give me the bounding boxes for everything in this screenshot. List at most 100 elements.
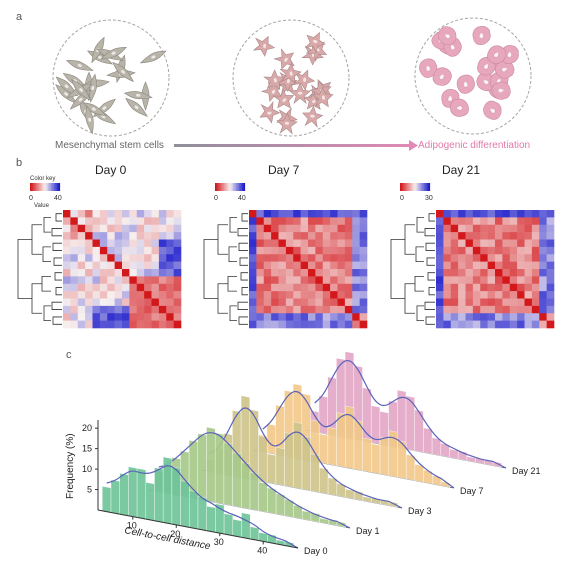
- heatmap-cell: [487, 320, 496, 329]
- heatmap-cell: [63, 239, 71, 248]
- heatmap-cell: [278, 298, 287, 307]
- heatmap-day21: [436, 210, 555, 329]
- heatmap-cell: [487, 232, 496, 240]
- heatmap-cell: [487, 305, 496, 314]
- heatmap-cell: [70, 210, 79, 218]
- heatmap-cell: [122, 261, 130, 270]
- heatmap-cell: [70, 254, 79, 262]
- heatmap-cell: [344, 320, 353, 329]
- cell: [293, 69, 316, 91]
- heatmap-cell: [249, 239, 257, 248]
- heatmap-cell: [158, 239, 167, 248]
- color-key-swatch: [37, 183, 40, 191]
- heatmap-cell: [92, 305, 101, 314]
- heatmap-cell: [322, 246, 331, 255]
- heatmap-cell: [271, 239, 279, 248]
- heatmap-cell: [151, 276, 160, 285]
- heatmap-cell: [158, 320, 167, 329]
- y-tick-label: 15: [82, 444, 92, 454]
- nucleus: [303, 77, 307, 82]
- heatmap-cell: [151, 283, 160, 292]
- heatmap-cell: [300, 210, 309, 218]
- heatmap-cell: [531, 254, 540, 262]
- heatmap-cell: [166, 313, 174, 321]
- heatmap-cell: [300, 305, 309, 314]
- heatmap-cell: [450, 276, 459, 285]
- heatmap-cell: [300, 283, 309, 292]
- heatmap-cell: [465, 298, 474, 307]
- nucleus: [313, 39, 318, 44]
- heatmap-cell: [173, 224, 182, 233]
- histogram-bar: [154, 467, 164, 523]
- color-key-swatch: [234, 183, 237, 191]
- nucleus: [312, 99, 317, 104]
- heatmap-cell: [458, 269, 466, 277]
- heatmap-cell: [344, 254, 353, 262]
- heatmap-cell: [315, 313, 324, 321]
- heatmap-cell: [271, 298, 279, 307]
- heatmap-cell: [293, 276, 301, 285]
- color-key-swatch: [48, 183, 50, 191]
- heatmap-cell: [114, 313, 123, 321]
- color-key-swatch: [34, 183, 37, 191]
- heatmap-cell: [465, 320, 474, 329]
- heatmap-cell: [495, 313, 503, 321]
- heatmap-cell: [458, 305, 466, 314]
- heatmap-cell: [322, 283, 331, 292]
- heatmap-cell: [436, 224, 444, 233]
- nucleus: [151, 55, 156, 59]
- heatmap-cell: [472, 320, 481, 329]
- heatmap-day7: [249, 210, 368, 329]
- heatmap-cell: [173, 276, 182, 285]
- heatmap-cell: [77, 283, 86, 292]
- heatmap-cell: [249, 276, 257, 285]
- heatmap-cell: [77, 313, 86, 321]
- heatmap-cell: [173, 254, 182, 262]
- color-key-swatch: [225, 183, 228, 191]
- histogram-bar: [345, 405, 355, 470]
- heatmap-cell: [293, 210, 301, 218]
- heatmap-cell: [249, 261, 257, 270]
- heatmap-cell: [509, 320, 518, 329]
- heatmap-cell: [151, 313, 160, 321]
- heatmap-cell: [480, 276, 488, 285]
- heatmap-cell: [517, 239, 525, 248]
- cell: [302, 105, 324, 128]
- heatmap-cell: [322, 254, 331, 262]
- heatmap-cell: [531, 210, 540, 218]
- heatmap-cell: [509, 232, 518, 240]
- histogram-bar: [266, 423, 276, 455]
- fit-curve: [262, 390, 455, 489]
- heatmap-cell: [539, 320, 547, 329]
- heatmap-cell: [436, 298, 444, 307]
- heatmap-cell: [344, 261, 353, 270]
- heatmap-cell: [472, 313, 481, 321]
- histogram-bar: [371, 443, 381, 475]
- cell: [476, 72, 495, 92]
- heatmap-cell: [308, 224, 316, 233]
- histogram-bar: [327, 426, 337, 466]
- heatmap-cell: [315, 320, 324, 329]
- heatmap-cell: [256, 313, 265, 321]
- heatmap-cell: [278, 232, 287, 240]
- heatmap-cell: [107, 239, 115, 248]
- nucleus: [464, 81, 468, 87]
- heatmap-cell: [337, 320, 346, 329]
- heatmap-cell: [144, 261, 152, 270]
- cell: [432, 67, 452, 86]
- color-key-title: Color key: [30, 176, 55, 182]
- heatmap-cell: [458, 232, 466, 240]
- heatmap-cell: [472, 261, 481, 270]
- heatmap-cell: [450, 261, 459, 270]
- heatmap-cell: [77, 210, 86, 218]
- heatmap-cell: [524, 269, 533, 277]
- nucleus: [78, 97, 83, 102]
- heatmap-cell: [480, 217, 488, 226]
- heatmap-cell: [502, 313, 511, 321]
- heatmap-cell: [450, 269, 459, 277]
- heatmap-cell: [472, 291, 481, 299]
- heatmap-cell: [517, 224, 525, 233]
- color-key-swatch: [46, 183, 49, 191]
- heatmap-cell: [144, 224, 152, 233]
- heatmap-cell: [293, 246, 301, 255]
